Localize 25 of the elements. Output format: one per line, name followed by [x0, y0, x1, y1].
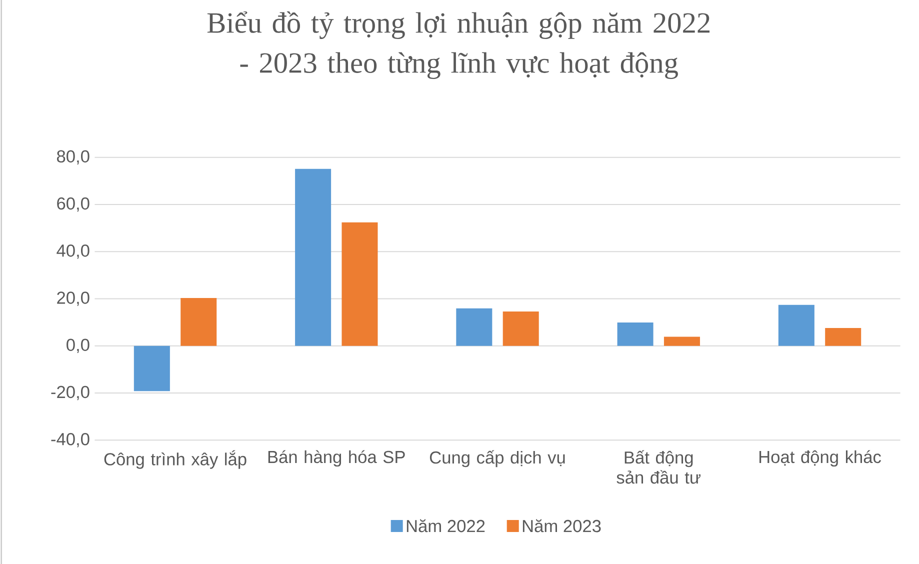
- bar: [778, 304, 814, 346]
- x-tick-label: Bất động sản đầu tư: [616, 450, 701, 484]
- y-tick-label: 60,0: [57, 197, 90, 212]
- x-tick-label: Công trình xây lắp: [104, 450, 246, 469]
- bar: [502, 311, 539, 346]
- legend-label: Năm 2023: [522, 519, 601, 532]
- y-tick-label: -40,0: [51, 432, 90, 448]
- x-tick-label: Bán hàng hóa SP: [268, 450, 405, 466]
- y-tick-label: 80,0: [57, 150, 90, 164]
- bar: [295, 168, 332, 346]
- bar: [456, 308, 492, 346]
- y-tick-label: 0,0: [66, 338, 90, 353]
- x-tick-label: Hoạt động khác: [759, 450, 881, 466]
- bar: [180, 298, 217, 346]
- bar: [825, 328, 862, 346]
- bar: [664, 336, 700, 346]
- chart-title: Biểu đồ tỷ trọng lợi nhuận gộp năm 2022 - 2023 theo từng lĩnh vực hoạt động: [207, 11, 710, 79]
- y-tick-label: 20,0: [57, 292, 90, 306]
- y-tick-label: -20,0: [51, 386, 90, 400]
- bar: [342, 222, 378, 346]
- y-tick-label: 40,0: [56, 244, 90, 259]
- bar: [617, 322, 654, 346]
- x-tick-label: Cung cấp dịch vụ: [430, 450, 565, 468]
- legend-label: Năm 2022: [406, 519, 485, 532]
- bar: [134, 346, 170, 392]
